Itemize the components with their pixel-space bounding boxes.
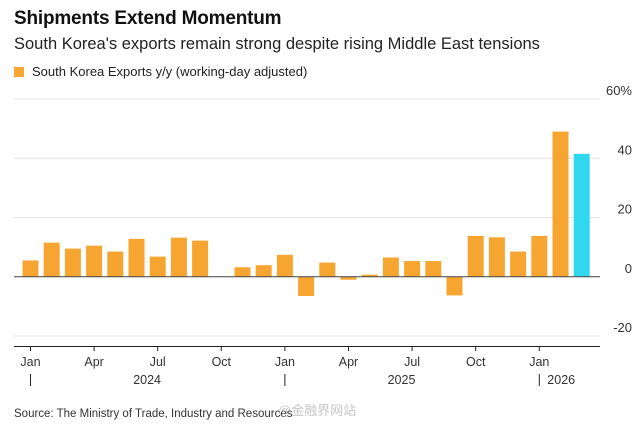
bar-apr-2024 [86,245,103,277]
x-tick-label: Oct [466,355,486,369]
year-label: 2024 [133,373,161,387]
bar-oct-2025 [467,235,484,277]
bar-nov-2024 [234,267,251,277]
bar-mar-2024 [64,248,81,277]
x-tick-label: Jan [20,355,40,369]
x-tick-label: Jan [529,355,549,369]
bar-jun-2024 [128,238,145,277]
x-tick-label: Jul [150,355,166,369]
bar-nov-2025 [488,237,505,277]
bar-feb-2025 [298,276,315,297]
y-tick-label: 60% [606,83,632,98]
x-tick-label: Jul [404,355,420,369]
bar-jan-2024 [22,260,39,277]
bar-dec-2024 [255,265,272,277]
year-label: 2026 [547,373,575,387]
bar-jan-2026 [531,235,548,277]
legend-label: South Korea Exports y/y (working-day adj… [32,64,308,79]
bar-may-2024 [107,251,124,277]
bar-mar-2025 [319,262,336,277]
bar-jul-2025 [404,261,421,277]
year-label: 2025 [388,373,416,387]
bar-sep-2025 [446,276,463,296]
bar-sep-2024 [192,240,209,277]
y-tick-label: 40 [618,142,632,157]
chart-title: Shipments Extend Momentum [14,8,282,29]
bar-dec-2025 [510,251,527,277]
bar-jul-2024 [149,256,166,277]
bar-jun-2025 [382,257,399,277]
bar-may-2025 [361,274,378,277]
bar-mar-2026 [573,153,590,277]
x-tick-label: Apr [84,355,103,369]
x-tick-label: Apr [339,355,358,369]
bar-apr-2025 [340,276,357,280]
x-tick-label: Oct [212,355,232,369]
bar-aug-2025 [425,261,442,277]
y-tick-label: -20 [613,320,632,335]
bar-feb-2024 [43,242,60,277]
chart-subtitle: South Korea's exports remain strong desp… [14,35,540,53]
x-tick-label: Jan [275,355,295,369]
legend-swatch [14,66,24,77]
chart-legend: South Korea Exports y/y (working-day adj… [14,64,307,79]
bar-jan-2025 [276,254,293,277]
y-tick-label: 20 [618,202,632,217]
watermark: @金融界网站 [278,403,357,418]
bar-feb-2026 [552,131,569,277]
y-tick-label: 0 [625,261,632,276]
source-note: Source: The Ministry of Trade, Industry … [14,408,293,420]
bar-aug-2024 [170,237,187,277]
